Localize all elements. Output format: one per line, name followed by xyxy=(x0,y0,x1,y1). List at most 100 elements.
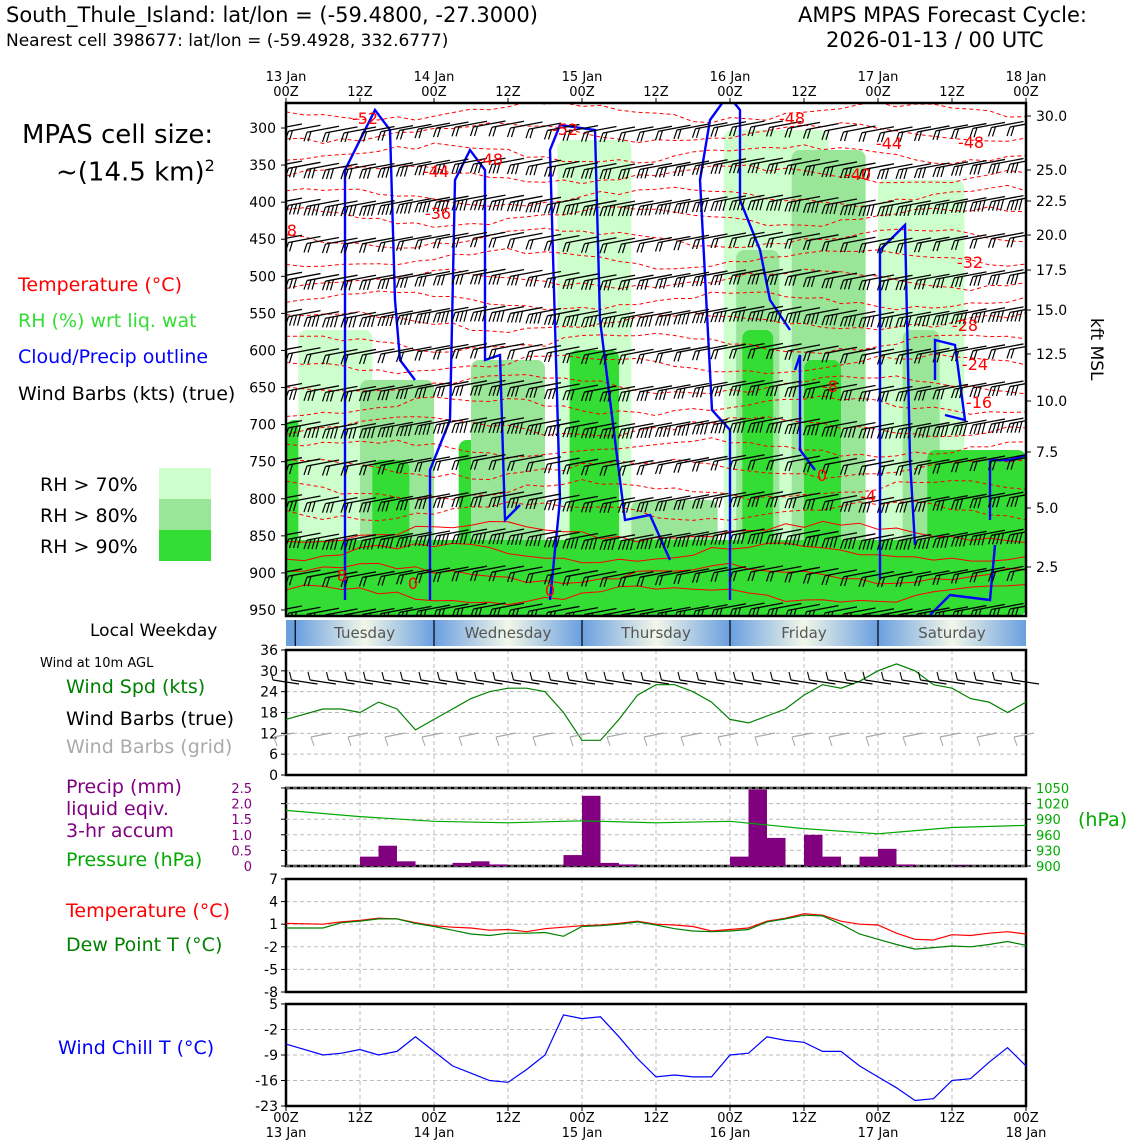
wind-barb xyxy=(584,200,617,208)
wind-barb-flag xyxy=(477,384,483,396)
wind-barb-flag xyxy=(866,279,871,291)
wind-barb-flag xyxy=(695,127,701,138)
wind-barb-flag xyxy=(580,132,586,142)
wind-barb xyxy=(417,530,451,538)
wind-barb-flag xyxy=(418,573,423,584)
wind-barb-flag xyxy=(625,539,631,550)
wind-barb-flag xyxy=(765,386,771,397)
wind-barb-flag xyxy=(358,206,364,216)
wind-barb-flag xyxy=(769,460,775,471)
wind-barb-flag xyxy=(389,203,394,215)
wind-barb-flag xyxy=(995,311,1001,323)
wind-barb-flag xyxy=(640,465,645,476)
wind-barb-flag xyxy=(644,315,649,327)
wind-barb-flag xyxy=(843,390,849,401)
wind-barb xyxy=(935,346,969,354)
wind-barb-flag xyxy=(969,461,974,472)
wind-barb xyxy=(824,569,858,577)
wind-barb-flag xyxy=(1006,275,1011,285)
wind-barb xyxy=(454,380,488,388)
wind-barb-flag xyxy=(913,502,919,512)
wind-barb-flag xyxy=(932,130,937,141)
wind-barb xyxy=(399,494,432,502)
temp-panel-ytick-label: 4 xyxy=(269,895,278,911)
wind-barb xyxy=(473,268,506,276)
wind-barb-flag xyxy=(1006,163,1011,174)
wind-barb-flag xyxy=(607,316,612,328)
wind-barb-flag xyxy=(366,167,372,179)
wind-barb-flag xyxy=(858,429,863,439)
grid-wind-barb xyxy=(310,732,332,738)
wind-barb xyxy=(898,533,932,542)
time-tick-bottom-hour: 12Z xyxy=(347,1111,373,1126)
wind-barb xyxy=(584,237,617,245)
wind-barb-flag xyxy=(629,538,635,550)
wind-barb-flag xyxy=(566,575,571,586)
wind-barb xyxy=(639,459,673,467)
wind-barb-flag xyxy=(547,463,553,474)
wind-barb-flag xyxy=(732,274,738,285)
wind-barb-flag xyxy=(381,241,386,253)
wind-barb-flag xyxy=(514,200,520,212)
wind-barb xyxy=(935,532,969,540)
wind-barb-flag xyxy=(437,609,442,616)
wind-barb xyxy=(565,569,599,578)
wind-barb xyxy=(288,198,321,207)
wind-barb xyxy=(824,198,858,206)
pressure-ytick-label: 930 xyxy=(1036,844,1061,859)
wind-barb-flag xyxy=(510,349,516,360)
wind-barb xyxy=(732,342,765,351)
wind-barb-flag xyxy=(1006,460,1011,470)
wind-barb-flag xyxy=(518,311,524,323)
wind-barb xyxy=(362,200,395,208)
surface-wind-barb-flag xyxy=(788,671,792,681)
wind-barb xyxy=(639,385,673,393)
wind-barb-flag xyxy=(714,423,719,434)
wind-barb-flag xyxy=(555,424,561,437)
temperature-contour-label: -44 xyxy=(876,134,902,153)
wind-barb-flag xyxy=(718,274,723,286)
wind-barb-flag xyxy=(925,537,931,549)
wind-barb-flag xyxy=(769,126,775,137)
time-tick-top-hour: 12Z xyxy=(347,85,373,100)
wind-barb-flag xyxy=(473,422,479,433)
wind-barb-flag xyxy=(648,426,653,439)
time-tick-top-date: 18 Jan xyxy=(1006,70,1047,85)
wind-panel-ytick-label: 36 xyxy=(260,643,278,659)
wind-barb xyxy=(565,162,599,170)
wind-barb-flag xyxy=(862,243,867,254)
wind-barb-flag xyxy=(599,503,604,513)
wind-barb xyxy=(861,163,895,171)
wind-barb xyxy=(824,420,858,429)
wind-barb xyxy=(380,606,414,615)
wind-barb-flag xyxy=(876,355,882,365)
wind-barb-flag xyxy=(399,240,405,251)
time-tick-top-hour: 12Z xyxy=(495,85,521,100)
wind-barb xyxy=(861,348,895,356)
wind-barb-flag xyxy=(788,127,793,138)
wind-barb-flag xyxy=(399,463,405,474)
wind-barb-flag xyxy=(640,539,645,550)
wind-barb-flag xyxy=(279,536,282,547)
wind-barb-flag xyxy=(329,539,335,550)
wind-barb-flag xyxy=(303,169,308,179)
wind-barb-flag xyxy=(566,501,571,512)
wind-barb-flag xyxy=(414,388,419,398)
wind-barb-flag xyxy=(399,277,405,288)
wind-barb-flag xyxy=(422,498,427,510)
wind-barb xyxy=(898,385,932,393)
wind-barb-flag xyxy=(806,202,812,213)
kft-tick-label: 5.0 xyxy=(1036,501,1058,517)
wind-barb-flag xyxy=(977,312,982,323)
wind-barb-flag xyxy=(833,536,838,548)
wind-barb-flag xyxy=(695,276,701,287)
time-tick-top-hour: 12Z xyxy=(939,85,965,100)
wind-barb-flag xyxy=(603,502,608,513)
wind-barb-flag xyxy=(321,429,327,439)
wind-barb-flag xyxy=(547,129,553,140)
wind-barb-flag xyxy=(847,426,853,438)
wind-barb-flag xyxy=(529,202,534,213)
wind-barb xyxy=(436,232,469,240)
precip-bar xyxy=(582,795,601,866)
wind-barb-flag xyxy=(733,608,738,616)
